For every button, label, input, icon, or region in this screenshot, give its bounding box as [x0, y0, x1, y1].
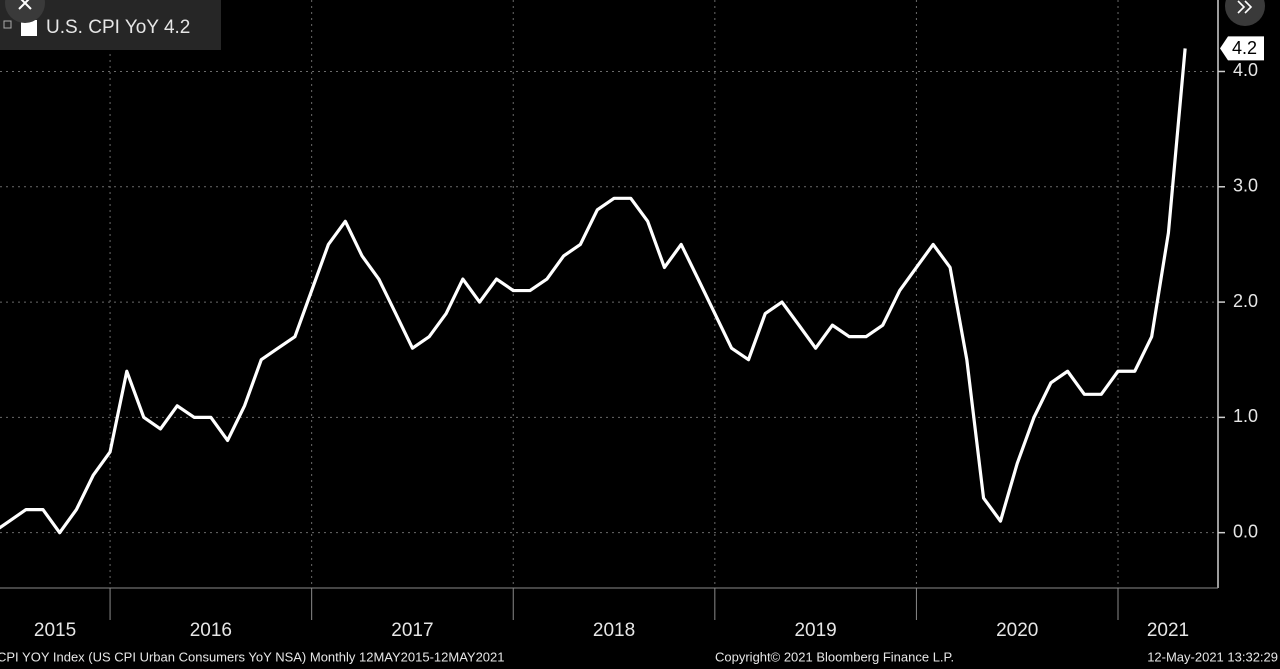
grid [0, 0, 1218, 588]
y-tick-label: 3.0 [1233, 176, 1258, 196]
footer-timestamp: 12-May-2021 13:32:29 [1147, 649, 1278, 664]
x-tick-label: 2019 [794, 620, 836, 641]
axes: 0.0 1.0 2.0 3.0 4.0 2015 2016 2017 2018 2019 2020 2… [34, 36, 1264, 641]
y-tick-label: 1.0 [1233, 406, 1258, 426]
close-icon [18, 0, 32, 10]
expand-icon [1237, 0, 1253, 14]
close-button[interactable] [5, 0, 45, 23]
y-tick-label: 2.0 [1233, 291, 1258, 311]
legend-series-name: U.S. CPI YoY [46, 17, 159, 38]
x-tick-label: 2015 [34, 620, 76, 641]
plot-area [0, 48, 1187, 535]
last-value-label: 4.2 [1232, 38, 1257, 58]
x-tick-label: 2021 [1147, 620, 1189, 641]
x-tick-label: 2020 [996, 620, 1038, 641]
data-line [0, 48, 1187, 535]
last-value-tag [1220, 36, 1264, 61]
legend-swatch [21, 20, 37, 36]
x-tick-label: 2018 [593, 620, 635, 641]
y-tick-label: 0.0 [1233, 521, 1258, 541]
legend-last-value: 4.2 [164, 17, 190, 38]
footer-source: CPI YOY Index (US CPI Urban Consumers Yo… [0, 649, 505, 664]
legend-label: U.S. CPI YoY 4.2 [46, 17, 190, 38]
legend-expand[interactable] [3, 20, 12, 29]
y-tick-label: 4.0 [1233, 60, 1258, 80]
footer-copyright: Copyright© 2021 Bloomberg Finance L.P. [715, 649, 954, 664]
x-tick-label: 2017 [391, 620, 433, 641]
x-tick-label: 2016 [190, 620, 232, 641]
